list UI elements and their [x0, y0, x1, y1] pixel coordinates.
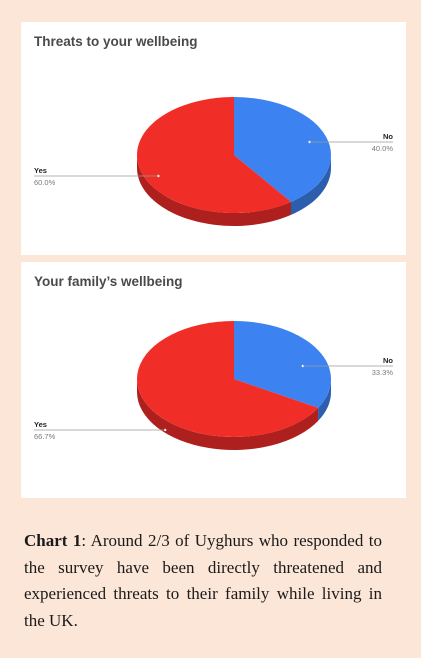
pie-slice-no	[234, 97, 331, 202]
slice-value-yes: 60.0%	[34, 178, 56, 187]
slice-label-no: No	[383, 356, 393, 365]
chart-panel-family: Your family’s wellbeing No 33.3% Yes 66.7%	[21, 262, 406, 498]
slice-value-yes: 66.7%	[34, 432, 56, 441]
pie-chart-threats: No 40.0% Yes 60.0%	[34, 97, 394, 226]
slice-label-yes: Yes	[34, 166, 47, 175]
slice-value-no: 33.3%	[372, 368, 394, 377]
chart-title: Your family’s wellbeing	[34, 274, 183, 289]
chart-title: Threats to your wellbeing	[34, 34, 198, 49]
pie-slice-no	[234, 321, 331, 408]
pie-slice-side-yes	[137, 155, 292, 226]
pie-slice-side-no	[291, 155, 331, 215]
pie-slice-side-no	[318, 379, 331, 421]
caption-label: Chart 1	[24, 531, 82, 550]
pie-chart-family: No 33.3% Yes 66.7%	[34, 321, 394, 450]
pie-slice-yes	[136, 97, 292, 213]
caption-text: : Around 2/3 of Uyghurs who responded to…	[24, 531, 382, 631]
slice-value-no: 40.0%	[372, 144, 394, 153]
slice-label-no: No	[383, 132, 393, 141]
figure-caption: Chart 1: Around 2/3 of Uyghurs who respo…	[24, 528, 382, 635]
pie-slice-side-yes	[137, 379, 319, 450]
slice-label-yes: Yes	[34, 420, 47, 429]
chart-panel-threats: Threats to your wellbeing No 40.0% Yes 60.0…	[21, 22, 406, 255]
pie-slice-yes	[137, 321, 319, 437]
